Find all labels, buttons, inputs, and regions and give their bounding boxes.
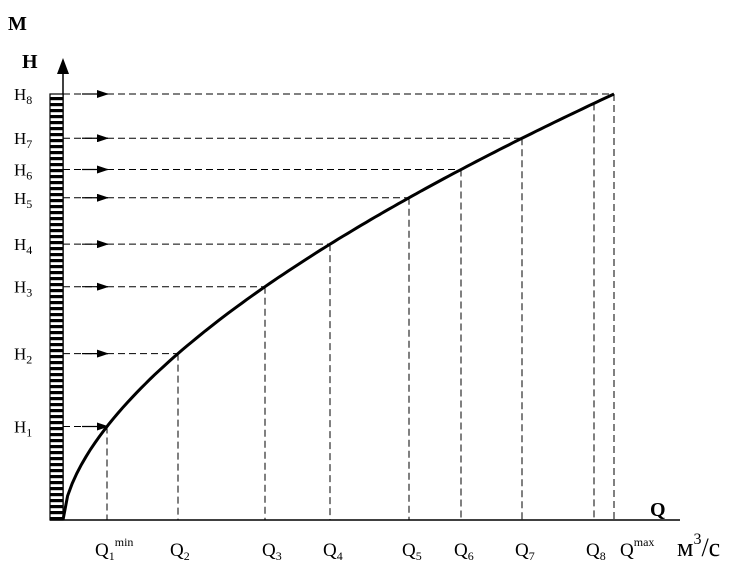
x-axis-label: Q <box>650 499 666 521</box>
flow-label: Q2 <box>170 540 190 563</box>
head-flow-curve <box>61 92 615 521</box>
level-label: H6 <box>14 161 32 183</box>
x-unit-label: м3/с <box>677 531 720 562</box>
flow-label: Q6 <box>454 540 474 563</box>
level-label: H7 <box>14 129 32 151</box>
flow-label: Q8 <box>586 540 606 563</box>
flow-labels: Q1min Q2 Q3 Q4 Q5 Q6 Q7 Q8 Qmax <box>95 535 654 563</box>
y-axis-arrowhead <box>57 58 69 74</box>
y-axis-label: H <box>22 51 38 73</box>
level-label: H3 <box>14 278 32 300</box>
y-unit-label: М <box>8 13 27 35</box>
level-labels: H1 H2 H3 H4 H5 H6 H7 H8 <box>14 85 32 440</box>
level-label: H4 <box>14 235 32 257</box>
flow-label: Q1min <box>95 535 133 563</box>
level-gauge-hatch <box>49 93 64 521</box>
level-label: H1 <box>14 418 32 440</box>
flow-label: Q5 <box>402 540 422 563</box>
flow-label: Qmax <box>620 535 654 561</box>
level-label: H2 <box>14 345 32 367</box>
level-label: H5 <box>14 189 32 211</box>
flow-label: Q7 <box>515 540 535 563</box>
flow-label: Q3 <box>262 540 282 563</box>
flow-label: Q4 <box>323 540 343 563</box>
level-label: H8 <box>14 85 32 107</box>
guide-lines <box>63 90 615 520</box>
